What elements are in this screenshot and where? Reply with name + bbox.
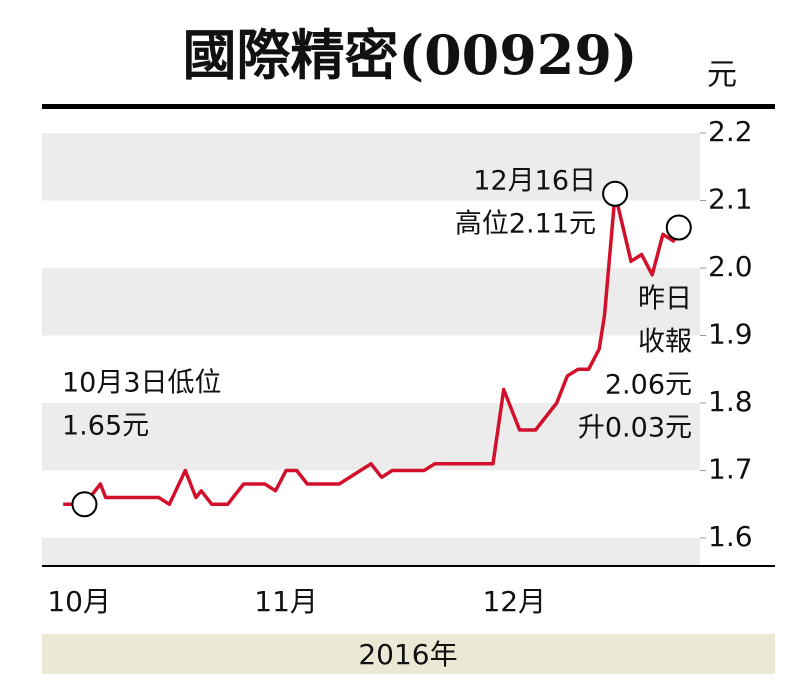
annotation: 2.06元	[605, 370, 692, 401]
year-band	[42, 634, 775, 674]
chart-title: 國際精密(00929)	[183, 23, 638, 87]
grid-band	[42, 403, 700, 471]
annotation: 昨日	[638, 284, 692, 315]
y-tick-label: 2.0	[708, 250, 753, 283]
x-axis-line	[42, 565, 775, 567]
highlight-point	[665, 214, 692, 241]
unit-label: 元	[707, 58, 737, 93]
y-tick-label: 1.7	[708, 453, 753, 486]
x-tick-label: 10月	[47, 585, 111, 618]
annotation: 高位2.11元	[455, 209, 596, 240]
bands	[42, 133, 700, 565]
title-rule	[42, 104, 775, 109]
annotation: 收報	[638, 327, 692, 358]
price-line	[63, 192, 681, 507]
y-tick-label: 1.9	[708, 318, 753, 351]
annotation: 1.65元	[62, 411, 149, 442]
x-tick-label: 12月	[482, 585, 546, 618]
x-axis-label: 2016年	[358, 638, 457, 671]
x-tick-label: 11月	[254, 585, 318, 618]
y-tick-label: 2.1	[708, 183, 753, 216]
y-tick-label: 1.8	[708, 385, 753, 418]
annotation: 12月16日	[473, 166, 596, 197]
y-tick-label: 1.6	[708, 520, 753, 553]
highlight-point	[602, 180, 629, 207]
y-tick-label: 2.2	[708, 115, 753, 148]
highlight-point	[71, 491, 98, 518]
grid-band	[42, 538, 700, 565]
annotation: 10月3日低位	[62, 368, 222, 399]
grid-band	[42, 268, 700, 336]
annotation: 升0.03元	[578, 413, 692, 444]
grid-band	[42, 133, 700, 201]
